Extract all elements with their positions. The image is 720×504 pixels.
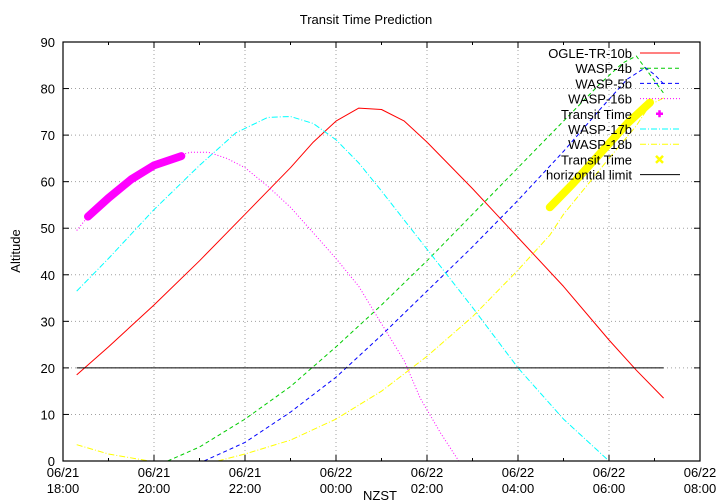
y-tick-label: 70 xyxy=(41,128,55,143)
x-axis-label: NZST xyxy=(363,488,397,503)
chart-title: Transit Time Prediction xyxy=(300,12,432,27)
y-tick-label: 20 xyxy=(41,361,55,376)
x-tick-time: 00:00 xyxy=(320,481,353,496)
x-tick-date: 06/22 xyxy=(320,465,353,480)
legend-label: WASP-18b xyxy=(568,137,632,152)
series-transit-time xyxy=(545,98,654,212)
y-axis-label: Altitude xyxy=(8,229,23,272)
x-tick-time: 02:00 xyxy=(411,481,444,496)
y-tick-label: 10 xyxy=(41,407,55,422)
legend-label: WASP-4b xyxy=(575,61,632,76)
x-tick-time: 04:00 xyxy=(502,481,535,496)
legend-label: Transit Time xyxy=(561,152,632,167)
x-tick-time: 22:00 xyxy=(229,481,262,496)
y-tick-label: 60 xyxy=(41,175,55,190)
legend-label: WASP-17b xyxy=(568,122,632,137)
x-tick-date: 06/21 xyxy=(47,465,80,480)
series-transit-time xyxy=(84,152,186,221)
y-tick-label: 30 xyxy=(41,314,55,329)
x-tick-time: 18:00 xyxy=(47,481,80,496)
x-tick-time: 08:00 xyxy=(684,481,717,496)
y-tick-label: 40 xyxy=(41,268,55,283)
y-tick-label: 90 xyxy=(41,35,55,50)
series-group xyxy=(76,55,665,462)
legend-x-icon xyxy=(655,155,664,164)
y-tick-label: 0 xyxy=(48,454,55,469)
series-wasp-4b xyxy=(167,55,665,462)
y-tick-label: 50 xyxy=(41,221,55,236)
series-ogle-tr-10b xyxy=(76,107,664,399)
x-tick-date: 06/22 xyxy=(411,465,444,480)
legend: OGLE-TR-10bWASP-4bWASP-5bWASP-16bTransit… xyxy=(546,46,680,183)
series-wasp-5b xyxy=(203,67,664,462)
x-tick-date: 06/22 xyxy=(684,465,717,480)
series-wasp-17b xyxy=(76,116,610,462)
y-axis: 0 10 20 30 40 50 60 70 80 90 xyxy=(41,35,700,469)
x-tick-date: 06/22 xyxy=(502,465,535,480)
x-tick-date: 06/22 xyxy=(593,465,626,480)
legend-label: WASP-16b xyxy=(568,92,632,107)
x-tick-time: 06:00 xyxy=(593,481,626,496)
legend-label: WASP-5b xyxy=(575,76,632,91)
x-tick-date: 06/21 xyxy=(229,465,262,480)
x-tick-time: 20:00 xyxy=(138,481,171,496)
legend-label: horizontial limit xyxy=(546,168,632,183)
x-axis: 06/2118:0006/2120:0006/2122:0006/2200:00… xyxy=(47,42,717,496)
legend-label: Transit Time xyxy=(561,107,632,122)
y-tick-label: 80 xyxy=(41,82,55,97)
series-wasp-18b xyxy=(76,97,664,462)
x-tick-date: 06/21 xyxy=(138,465,171,480)
legend-label: OGLE-TR-10b xyxy=(548,46,632,61)
legend-plus-icon xyxy=(656,110,663,118)
